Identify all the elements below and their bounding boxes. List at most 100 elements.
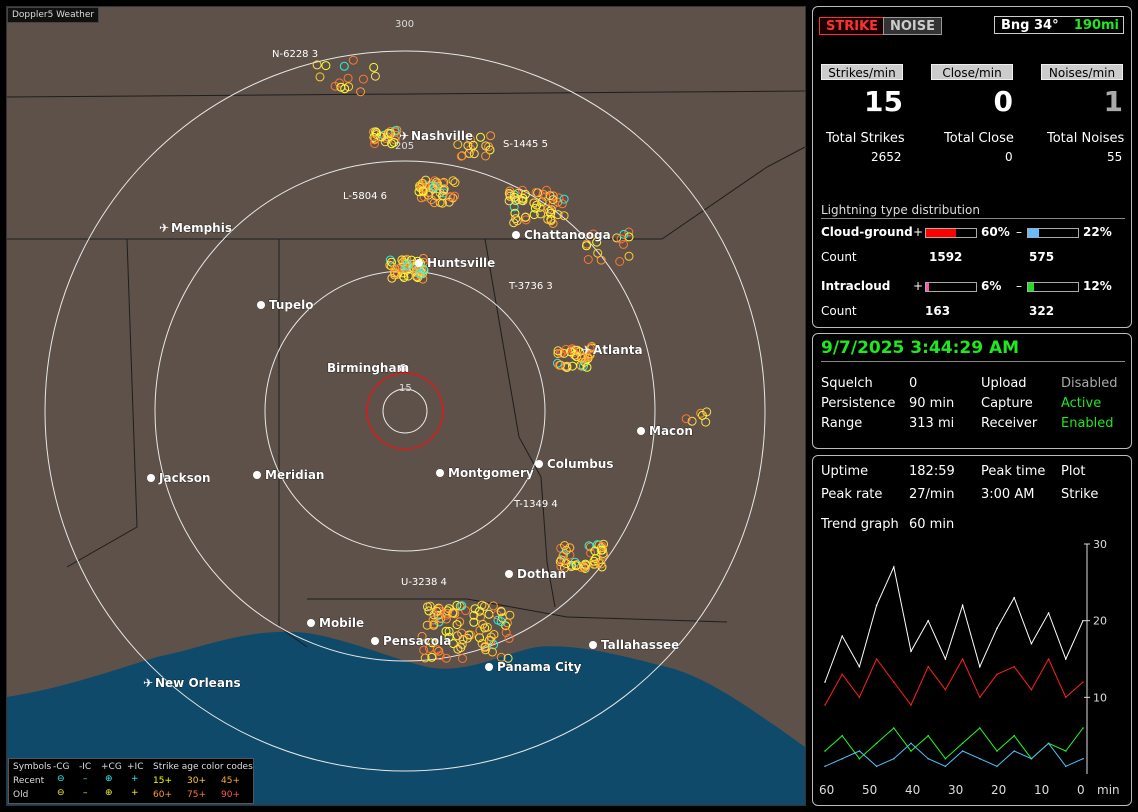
trend-point [1082, 757, 1084, 760]
strike-marker [556, 561, 566, 571]
strike-marker [496, 606, 506, 616]
trend-point [961, 658, 964, 660]
strike-marker [481, 141, 491, 151]
trend-point [824, 704, 826, 706]
city-dot-icon [371, 637, 379, 645]
total-strikes-value: 2652 [871, 150, 902, 164]
y-tick-label: 20 [1093, 615, 1107, 628]
trend-point [841, 734, 843, 737]
trend-point [1082, 681, 1084, 683]
storm-tag[interactable]: T-3736 3 [508, 281, 553, 292]
x-tick-label: 50 [862, 783, 877, 797]
strike-marker [582, 241, 591, 251]
strike-marker [435, 651, 445, 661]
plot-value[interactable]: Strike [1061, 487, 1099, 502]
close-range-ring [366, 372, 444, 450]
strike-marker [358, 74, 368, 84]
city-label-jackson: Jackson [158, 471, 211, 485]
strike-marker [417, 179, 427, 188]
trend-point [1082, 727, 1084, 729]
upload-status[interactable]: Disabled [1061, 376, 1118, 391]
airport-icon: ✈ [399, 129, 409, 143]
trend-panel: Uptime 182:59 Peak time Plot Peak rate 2… [812, 455, 1132, 806]
total-strikes-label: Total Strikes [826, 131, 905, 146]
strike-marker [561, 559, 571, 569]
strike-marker [452, 600, 462, 610]
strike-markers [312, 55, 712, 663]
strike-marker [560, 541, 570, 550]
strike-marker [496, 652, 506, 662]
strike-marker [536, 209, 546, 219]
distribution-title: Lightning type distribution [821, 203, 980, 217]
strike-marker [530, 203, 540, 213]
strike-marker [557, 199, 567, 209]
city-dot-icon [415, 259, 423, 267]
trend-point [1013, 750, 1015, 752]
ic-minus-count: 322 [1029, 304, 1055, 318]
strike-marker [398, 268, 408, 278]
strike-marker [312, 60, 322, 70]
trend-point [1013, 596, 1015, 599]
lightning-map[interactable]: 300 205 15 ✈ Nashville ✈ Memphis Chattanooga… [6, 6, 806, 806]
total-noises-label: Total Noises [1047, 131, 1125, 146]
cg-count-label: Count [821, 250, 857, 264]
recent-age-45: 45+ [221, 776, 240, 786]
squelch-value: 0 [909, 376, 918, 391]
trend-point [841, 757, 843, 760]
strike-marker [559, 348, 569, 358]
receiver-label: Receiver [981, 416, 1038, 431]
storm-tag[interactable]: U-3238 4 [401, 577, 447, 588]
receiver-status[interactable]: Enabled [1061, 416, 1114, 431]
strike-marker [428, 615, 438, 625]
strike-marker [594, 558, 604, 568]
strike-marker [571, 345, 581, 355]
trend-series-0 [824, 565, 1084, 683]
storm-tag[interactable]: L-5804 6 [343, 191, 387, 202]
city-label-atlanta: Atlanta [593, 343, 643, 357]
storm-tag[interactable]: T-1349 4 [513, 499, 558, 510]
storm-tag[interactable]: S-1445 5 [503, 139, 548, 150]
cg-plus-count: 1592 [929, 250, 963, 264]
strike-marker [576, 353, 586, 363]
legend-age-label: Strike age color codes [153, 762, 253, 772]
trend-graph-span: 60 min [909, 517, 955, 532]
strike-marker [518, 196, 528, 206]
strike-marker [402, 260, 412, 270]
storm-tag[interactable]: N-6228 3 [272, 49, 318, 60]
trend-point [927, 734, 929, 737]
city-label-chattanooga: Chattanooga [524, 228, 611, 242]
noise-button[interactable]: NOISE [883, 17, 943, 35]
strike-marker [586, 548, 596, 558]
strike-marker [504, 633, 514, 643]
strike-marker [583, 255, 593, 264]
strikes-per-min-value: 15 [864, 85, 903, 118]
strike-marker [596, 545, 606, 555]
strike-marker [429, 620, 439, 630]
ic-count-label: Count [821, 304, 857, 318]
strike-button[interactable]: STRIKE [819, 17, 886, 35]
strike-marker [488, 601, 498, 611]
city-dot-icon [535, 460, 543, 468]
trend-point [1065, 750, 1067, 752]
strike-marker [389, 137, 399, 147]
city-label-macon: Macon [649, 424, 693, 438]
strike-marker [430, 182, 440, 192]
strike-marker [419, 264, 428, 274]
trend-point [841, 635, 843, 637]
strike-marker [624, 227, 634, 237]
trend-point [858, 750, 861, 752]
capture-status[interactable]: Active [1061, 396, 1102, 411]
ic-plus-bar [925, 282, 977, 292]
y-tick-label: 30 [1093, 538, 1107, 551]
trend-point [910, 650, 912, 653]
city-dot-icon [307, 619, 315, 627]
persistence-value: 90 min [909, 396, 955, 411]
city-label-nashville: Nashville [411, 129, 473, 143]
strike-marker [427, 652, 437, 662]
old-ic-plus-icon: + [131, 788, 139, 798]
strike-marker [480, 601, 489, 611]
strike-marker [487, 647, 497, 657]
map-canvas[interactable]: 300 205 15 ✈ Nashville✈ Memphis Chattanooga… [7, 7, 805, 805]
total-close-label: Total Close [944, 131, 1014, 146]
trend-point [858, 757, 861, 760]
